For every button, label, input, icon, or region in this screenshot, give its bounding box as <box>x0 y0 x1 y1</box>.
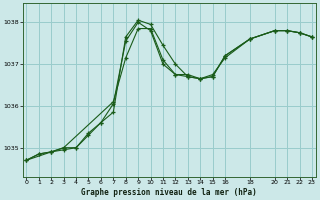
X-axis label: Graphe pression niveau de la mer (hPa): Graphe pression niveau de la mer (hPa) <box>81 188 257 197</box>
